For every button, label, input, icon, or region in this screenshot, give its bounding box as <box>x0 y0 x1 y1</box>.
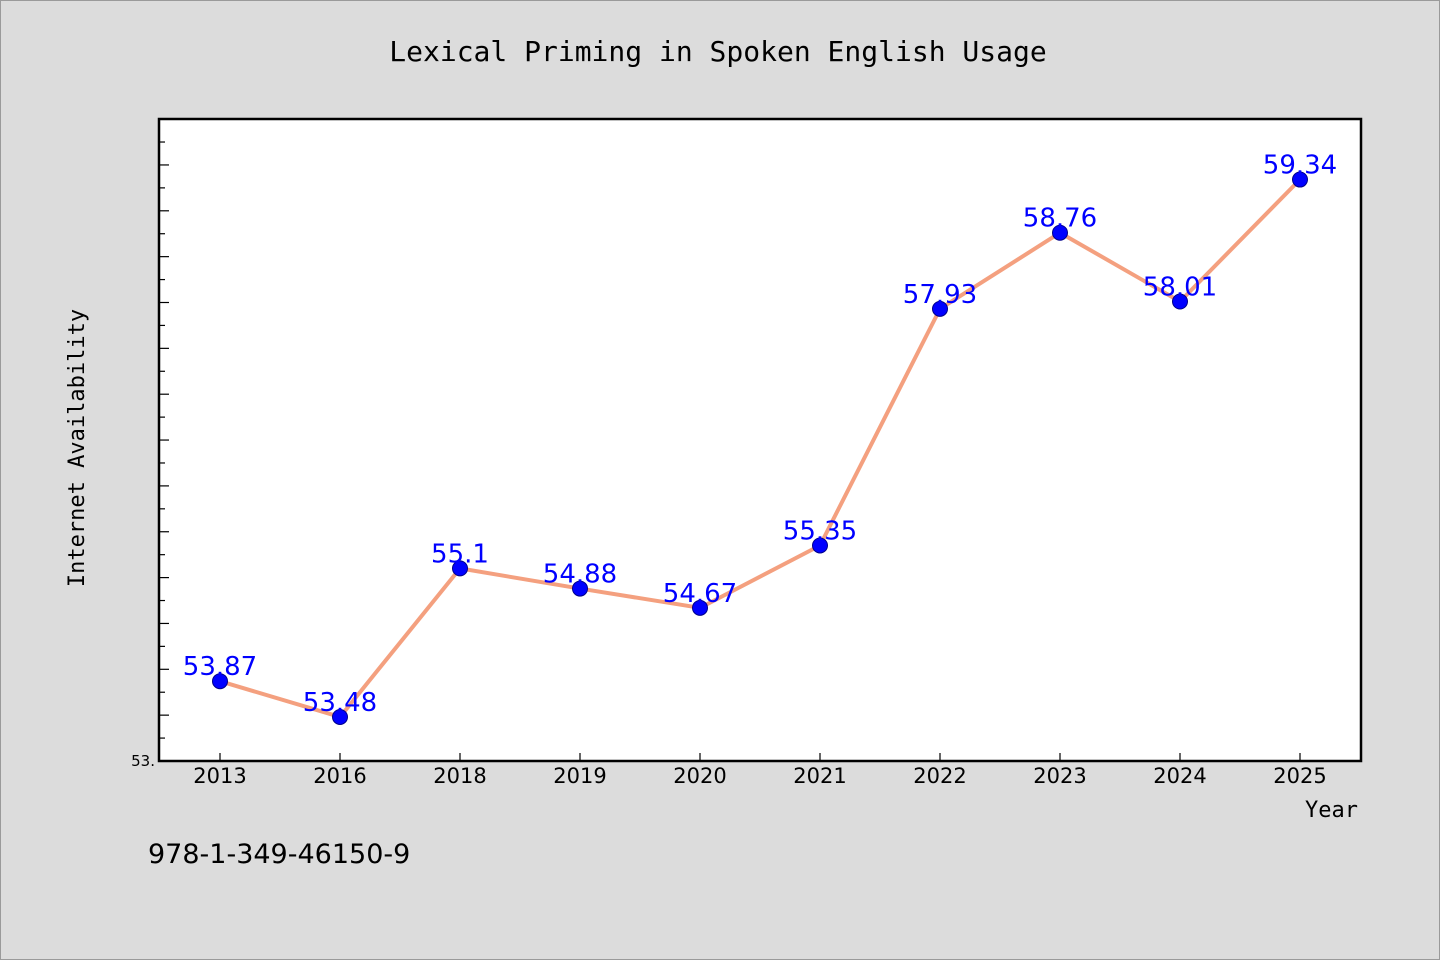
data-label: 58.76 <box>1023 204 1097 234</box>
x-tick-label: 2016 <box>313 764 366 788</box>
x-tick-label: 2019 <box>553 764 606 788</box>
x-tick-label: 2021 <box>793 764 846 788</box>
x-tick-label: 2018 <box>433 764 486 788</box>
data-label: 54.67 <box>663 579 737 609</box>
data-label: 53.87 <box>183 652 257 682</box>
data-point <box>332 708 348 725</box>
data-label: 58.01 <box>1143 273 1217 303</box>
data-point <box>572 580 588 597</box>
y-axis-ticks <box>159 118 169 762</box>
data-label: 53.48 <box>303 688 377 718</box>
data-point <box>452 560 468 577</box>
series-group <box>212 171 1308 725</box>
data-label: 55.1 <box>431 539 489 569</box>
data-point <box>1172 293 1188 310</box>
data-point <box>1052 224 1068 241</box>
data-point <box>1292 171 1308 188</box>
data-label: 54.88 <box>543 560 617 590</box>
x-axis-label: Year <box>1305 798 1358 823</box>
x-tick-label: 2025 <box>1273 764 1326 788</box>
x-tick-label: 2013 <box>193 764 246 788</box>
series-line <box>218 177 1302 719</box>
x-axis-tick-labels: 2013 2016 2018 2019 2020 2021 2022 2023 2024 2025 <box>193 764 1326 788</box>
footnote-isbn: 978-1-349-46150-9 <box>148 839 410 870</box>
data-label: 57.93 <box>903 280 977 310</box>
plot-area <box>157 117 1363 763</box>
x-axis-ticks <box>219 753 1301 761</box>
data-label: 55.35 <box>783 516 857 546</box>
y-tick-label: 53. <box>131 752 155 770</box>
x-tick-label: 2022 <box>913 764 966 788</box>
data-label: 59.34 <box>1263 151 1337 181</box>
chart-title: Lexical Priming in Spoken English Usage <box>389 35 1046 68</box>
data-point <box>692 599 708 616</box>
x-tick-label: 2023 <box>1033 764 1086 788</box>
data-point <box>932 300 948 317</box>
x-tick-label: 2024 <box>1153 764 1206 788</box>
x-tick-label: 2020 <box>673 764 726 788</box>
y-axis-label: Internet Availability <box>65 309 90 587</box>
data-labels: 53.87 53.48 55.1 54.88 54.67 55.35 57.93 58.76 5… <box>183 151 1337 718</box>
data-point <box>212 673 228 690</box>
data-point <box>812 537 828 554</box>
